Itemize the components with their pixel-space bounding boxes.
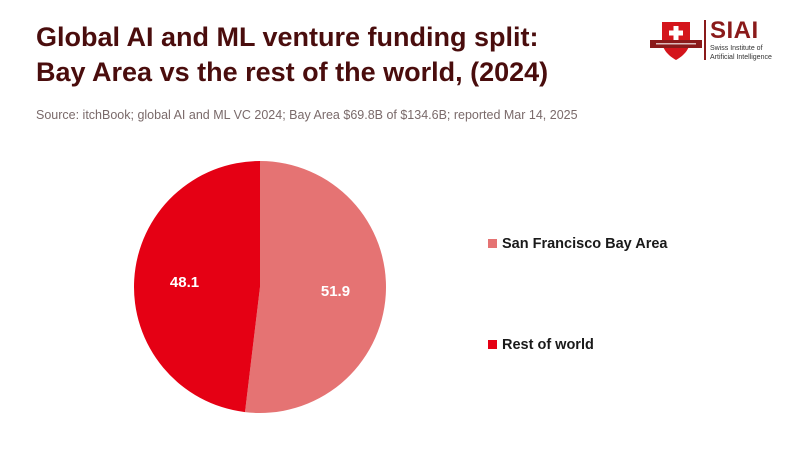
- chart-title-line-2: Bay Area vs the rest of the world, (2024…: [36, 57, 549, 87]
- logo-divider: [704, 20, 706, 60]
- legend-label-rest-of-world: Rest of world: [502, 337, 594, 353]
- logo-subtitle-line-1: Swiss Institute of: [710, 45, 763, 52]
- logo-subtitle-line-2: Artificial Intelligence: [710, 53, 772, 61]
- logo-subtitle: Swiss Institute of Artificial Intelligen…: [710, 45, 772, 62]
- shield-icon: [650, 22, 702, 60]
- pie-label-bay-area: 51.9: [321, 283, 350, 300]
- legend-item-rest-of-world: Rest of world: [488, 337, 594, 353]
- pie-slice-rest-of-world: [133, 161, 260, 413]
- source-note: Source: itchBook; global AI and ML VC 20…: [36, 108, 578, 122]
- siai-logo: SIAI Swiss Institute of Artificial Intel…: [648, 18, 788, 64]
- legend-item-bay-area: San Francisco Bay Area: [488, 236, 667, 252]
- chart-title-line-1: Global AI and ML venture funding split:: [36, 22, 539, 52]
- chart-title: Global AI and ML venture funding split: …: [36, 20, 636, 90]
- pie-label-rest-of-world: 48.1: [170, 274, 199, 291]
- logo-name: SIAI: [710, 17, 759, 44]
- legend-swatch-rest-of-world: [488, 340, 497, 349]
- legend-label-bay-area: San Francisco Bay Area: [502, 236, 668, 252]
- legend-swatch-bay-area: [488, 239, 497, 248]
- pie-slice-bay-area: [244, 161, 386, 413]
